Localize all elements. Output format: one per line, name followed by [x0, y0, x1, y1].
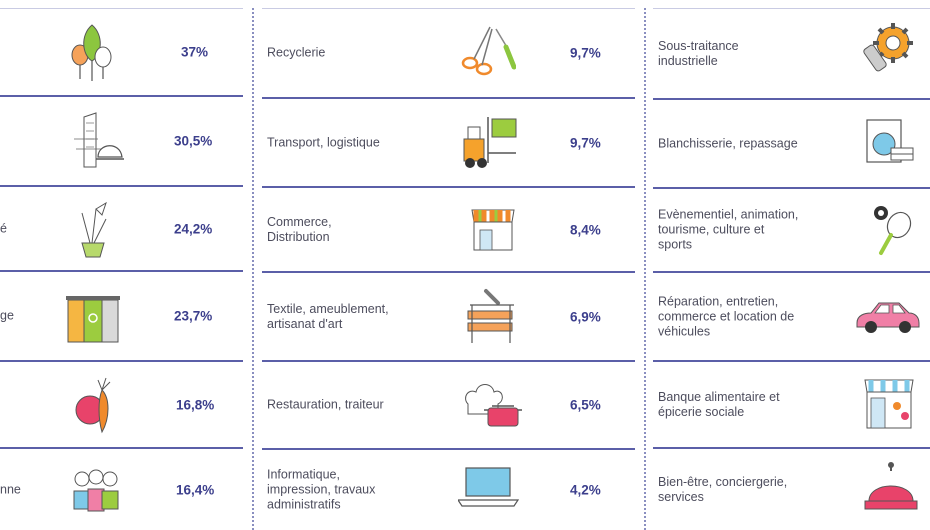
divider: [0, 270, 243, 272]
sector-label: Réparation, entretien, commerce et locat…: [658, 294, 795, 338]
sector-label: Restauration, traiteur: [267, 397, 384, 412]
forklift-icon: [460, 113, 520, 171]
laptop-icon: [458, 466, 520, 508]
washing-machine-icon: [865, 118, 915, 166]
list-item: Recyclerie 9,7%: [262, 9, 635, 97]
list-item: Evènementiel, animation, tourisme, cultu…: [653, 189, 930, 271]
sector-label: Commerce, Distribution: [267, 214, 332, 244]
divider: [262, 360, 635, 362]
list-item: Commerce, Distribution 8,4%: [262, 188, 635, 271]
sector-label: Recyclerie: [267, 45, 326, 60]
divider: [653, 8, 930, 9]
list-item: Restauration, traiteur 6,5%: [262, 362, 635, 448]
list-item: Sous-traitance industrielle: [653, 9, 930, 98]
list-item: 16,8%: [0, 362, 243, 447]
divider: [653, 447, 930, 449]
percentage: 6,5%: [570, 397, 601, 413]
list-item: Informatique, impression, travaux admini…: [262, 450, 635, 530]
column-separator: [644, 8, 646, 530]
percentage: 24,2%: [174, 221, 213, 236]
divider: [0, 8, 243, 9]
sector-label: nne: [0, 482, 21, 496]
scissors-screwdriver-icon: [460, 23, 516, 77]
grocery-shop-icon: [863, 376, 915, 432]
percentage: 16,4%: [176, 482, 215, 497]
column-separator: [252, 8, 254, 530]
sector-label: Blanchisserie, repassage: [658, 136, 798, 150]
divider: [262, 186, 635, 188]
chef-hat-pot-icon: [462, 380, 524, 430]
sector-label: Informatique, impression, travaux admini…: [267, 467, 376, 512]
recycling-bins-icon: [64, 290, 122, 346]
workbench-icon: [464, 285, 518, 345]
list-item: Transport, logistique 9,7%: [262, 99, 635, 186]
list-item: Textile, ameublement, artisanat d'art 6,…: [262, 273, 635, 360]
building-helmet-icon: [72, 109, 124, 173]
percentage: 16,8%: [176, 397, 215, 412]
divider: [653, 98, 930, 100]
divider: [653, 360, 930, 362]
divider: [0, 185, 243, 187]
percentage: 37%: [181, 44, 209, 60]
sector-label: Textile, ameublement, artisanat d'art: [267, 301, 389, 331]
percentage: 4,2%: [570, 482, 601, 498]
sector-label: Evènementiel, animation, tourisme, cultu…: [658, 207, 799, 252]
sector-label: ge: [0, 308, 14, 323]
percentage: 9,7%: [570, 45, 601, 61]
divider: [262, 448, 635, 450]
gear-screw-icon: [863, 21, 915, 77]
sector-label: Bien-être, conciergerie, services: [658, 474, 788, 504]
sector-column-3: Sous-traitance industrielle Blanchisseri…: [653, 0, 930, 530]
percentage: 23,7%: [174, 308, 213, 324]
list-item: Banque alimentaire et épicerie sociale: [653, 362, 930, 447]
list-item: nne 16,4%: [0, 449, 243, 530]
list-item: ge 23,7%: [0, 272, 243, 360]
percentage: 30,5%: [174, 133, 213, 149]
percentage: 8,4%: [570, 222, 601, 237]
people-group-icon: [70, 469, 122, 515]
trees-icon: [70, 21, 114, 83]
list-item: Blanchisserie, repassage: [653, 100, 930, 187]
divider: [262, 271, 635, 273]
list-item: 37%: [0, 9, 243, 95]
percentage: 6,9%: [570, 309, 601, 324]
list-item: 30,5%: [0, 97, 243, 185]
divider: [0, 360, 243, 362]
sector-column-2: Recyclerie 9,7% Transport, logistique: [262, 0, 635, 530]
sector-label: é: [0, 221, 7, 235]
flower-pot-icon: [72, 199, 112, 261]
car-icon: [853, 299, 921, 335]
sector-column-1: 37% 30,5% é 24,2% ge: [0, 0, 243, 530]
divider: [262, 8, 635, 9]
percentage: 9,7%: [570, 135, 601, 150]
sector-label: Transport, logistique: [267, 135, 380, 149]
shop-awning-icon: [470, 206, 516, 254]
list-item: Bien-être, conciergerie, services: [653, 449, 930, 530]
list-item: Réparation, entretien, commerce et locat…: [653, 273, 930, 360]
divider: [0, 95, 243, 97]
divider: [653, 271, 930, 273]
service-bell-icon: [863, 461, 919, 513]
racket-ball-icon: [871, 203, 913, 257]
apple-carrot-icon: [70, 374, 118, 436]
sector-label: Banque alimentaire et épicerie sociale: [658, 389, 780, 419]
sector-label: Sous-traitance industrielle: [658, 38, 739, 68]
list-item: é 24,2%: [0, 187, 243, 270]
divider: [262, 97, 635, 99]
divider: [0, 447, 243, 449]
divider: [653, 187, 930, 189]
